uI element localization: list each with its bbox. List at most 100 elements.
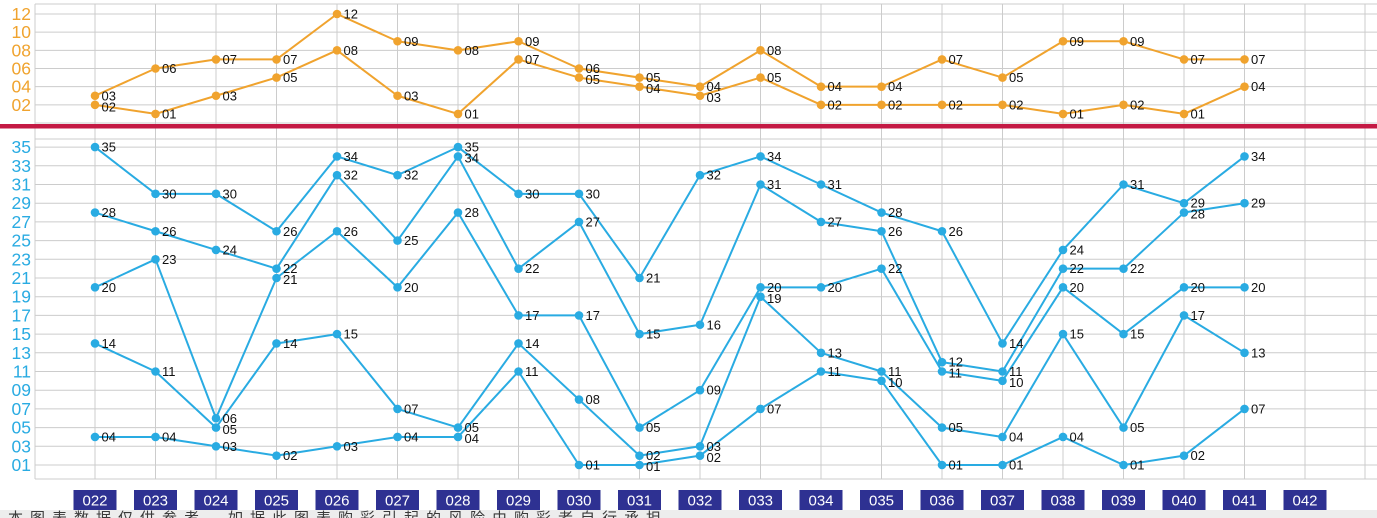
data-point-label: 01 [1130, 458, 1144, 473]
data-point-label: 20 [1070, 280, 1084, 295]
data-point-label: 21 [646, 271, 660, 286]
data-point-dot [1240, 198, 1249, 208]
data-point-label: 07 [1191, 52, 1205, 67]
y-axis-tick-label-back: 04 [12, 77, 32, 97]
data-point-label: 05 [283, 70, 297, 85]
y-axis-tick-label-front: 01 [12, 455, 31, 475]
data-point-label: 03 [223, 439, 237, 454]
y-axis-tick-label-front: 13 [12, 343, 31, 363]
y-axis-tick-label-front: 27 [12, 212, 31, 232]
data-point-label: 05 [1009, 70, 1023, 85]
data-point-label: 04 [1009, 429, 1023, 444]
data-point-dot [514, 339, 523, 348]
data-point-label: 09 [404, 34, 418, 49]
data-point-label: 16 [707, 317, 721, 332]
data-point-dot [937, 367, 947, 376]
issue-label-box [1102, 490, 1145, 510]
data-point-dot [1179, 283, 1189, 292]
caption-text: 本图表数据仅供参考，如据此图表购彩引起的风险由购彩者自行承担 [8, 511, 1377, 518]
data-point-label: 30 [525, 186, 539, 201]
issue-label-box [73, 490, 117, 510]
issue-label-box [860, 490, 903, 510]
y-axis-tick-label-front: 25 [12, 231, 31, 251]
data-point-label: 03 [223, 88, 237, 103]
issue-label: 039 [1111, 493, 1136, 510]
data-point-label: 26 [283, 224, 297, 239]
data-point-dot [574, 189, 584, 199]
issue-label-box [1041, 490, 1085, 510]
data-point-label: 07 [525, 52, 539, 67]
data-point-label: 22 [525, 261, 539, 276]
data-point-dot [756, 152, 765, 161]
data-point-dot [1058, 245, 1068, 255]
data-point-label: 13 [828, 345, 842, 360]
y-axis-tick-label-front: 03 [12, 436, 31, 456]
data-point-label: 14 [283, 336, 297, 351]
data-point-dot [272, 264, 281, 273]
data-point-label: 28 [1191, 207, 1205, 222]
data-point-label: 15 [344, 327, 358, 342]
data-point-label: 05 [646, 70, 660, 85]
data-point-label: 13 [1251, 345, 1265, 360]
y-axis-tick-label-front: 09 [12, 380, 31, 400]
issue-label: 023 [143, 493, 168, 510]
data-point-dot [756, 292, 765, 302]
data-point-label: 03 [707, 439, 721, 454]
data-point-dot [816, 283, 826, 292]
front-zone-line-1 [94, 146, 1246, 345]
data-point-dot [1058, 264, 1068, 273]
issue-label: 027 [385, 493, 410, 510]
data-point-dot [756, 73, 765, 82]
data-point-label: 30 [223, 186, 237, 201]
data-point-label: 07 [949, 52, 963, 67]
data-point-dot [151, 109, 160, 119]
data-point-dot [574, 311, 584, 320]
data-point-label: 31 [828, 177, 842, 192]
data-point-label: 02 [646, 448, 660, 463]
y-axis-tick-label-back: 06 [12, 59, 31, 79]
data-point-dot [514, 36, 523, 46]
data-point-label: 26 [344, 224, 358, 239]
issue-label-box [557, 490, 601, 510]
data-point-label: 12 [344, 7, 358, 22]
data-point-label: 03 [102, 88, 116, 103]
data-point-dot [695, 320, 705, 330]
data-point-dot [695, 91, 705, 101]
data-point-label: 28 [465, 205, 479, 220]
data-point-dot [90, 283, 100, 292]
data-point-dot [756, 46, 765, 55]
data-point-dot [937, 423, 947, 432]
data-point-label: 28 [888, 205, 902, 220]
data-point-label: 01 [1009, 458, 1023, 473]
data-point-dot [453, 208, 463, 217]
data-point-dot [877, 82, 886, 91]
data-point-dot [998, 376, 1007, 386]
data-point-label: 01 [465, 106, 479, 121]
data-point-dot [574, 73, 584, 82]
data-point-dot [695, 170, 705, 180]
data-point-dot [695, 442, 705, 451]
data-point-label: 24 [1070, 242, 1084, 257]
data-point-label: 04 [102, 429, 116, 444]
data-point-dot [393, 236, 402, 245]
data-point-label: 04 [646, 81, 660, 96]
data-point-label: 01 [949, 458, 963, 473]
issue-label: 038 [1050, 493, 1075, 510]
data-point-dot [453, 432, 463, 442]
data-point-dot [1240, 404, 1249, 414]
data-point-dot [1179, 208, 1189, 217]
data-point-label: 08 [465, 43, 479, 58]
data-point-dot [1058, 283, 1068, 292]
back-zone-line-2 [94, 49, 1246, 115]
y-axis-tick-label-back: 10 [12, 22, 32, 42]
data-point-label: 01 [586, 458, 600, 473]
data-point-dot [272, 339, 281, 348]
data-point-dot [574, 395, 584, 404]
data-point-dot [393, 91, 402, 101]
issue-label: 030 [566, 493, 591, 510]
data-point-dot [332, 226, 342, 236]
data-point-dot [1119, 264, 1128, 273]
data-point-dot [90, 91, 100, 101]
data-point-label: 09 [707, 383, 721, 398]
data-point-dot [393, 170, 402, 180]
